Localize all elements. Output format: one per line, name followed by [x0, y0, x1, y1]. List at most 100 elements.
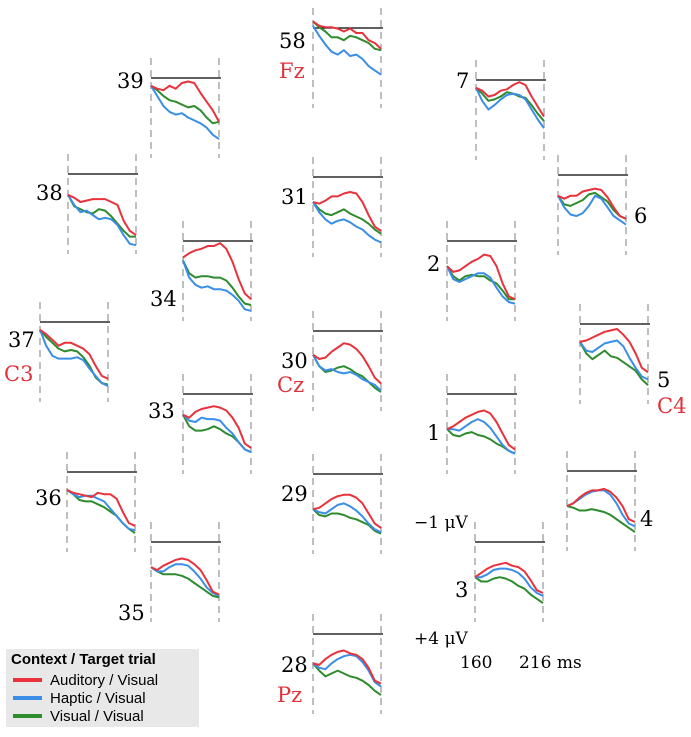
electrode-label-4: 4: [640, 507, 653, 531]
legend-item-haptic: Haptic / Visual: [13, 690, 146, 707]
scale-top-label: −1 μV: [414, 513, 469, 533]
trace-visual-1: [446, 428, 516, 455]
trace-haptic-1: [447, 418, 516, 455]
electrode-label-58: 58: [279, 29, 306, 53]
electrode-panel-31: 31: [281, 157, 383, 257]
trace-visual-29: [312, 508, 382, 535]
trace-haptic-58: [312, 25, 382, 76]
legend-item-visual: Visual / Visual: [13, 708, 144, 725]
trace-haptic-5: [579, 339, 649, 381]
trace-auditory-4: [566, 487, 636, 523]
trace-haptic-38: [67, 194, 137, 247]
electrode-label-35: 35: [118, 601, 145, 625]
electrode-panel-38: 38: [36, 154, 138, 254]
electrode-panel-36: 36: [35, 452, 137, 552]
electrode-panel-6: 6: [557, 155, 647, 255]
trace-visual-38: [67, 194, 136, 238]
electrode-label-33: 33: [148, 399, 175, 423]
electrode-panel-35: 35: [118, 522, 221, 625]
trace-haptic-7: [475, 87, 545, 129]
legend-title: Context / Target trial: [11, 651, 156, 668]
electrode-panel-3: 3: [455, 522, 545, 622]
legend-label-visual: Visual / Visual: [50, 708, 144, 725]
trace-auditory-30: [312, 342, 382, 385]
trace-haptic-30: [312, 354, 382, 392]
electrode-panel-29: 29: [281, 454, 383, 554]
trace-auditory-33: [182, 405, 252, 449]
trace-auditory-35: [150, 557, 220, 596]
scale-time-start-label: 160: [460, 653, 492, 673]
region-label-pz: Pz: [277, 683, 302, 707]
trace-auditory-36: [66, 488, 136, 527]
trace-visual-31: [312, 201, 382, 235]
electrode-label-6: 6: [634, 204, 647, 228]
electrode-panel-7: 7: [456, 60, 546, 160]
electrode-label-29: 29: [281, 482, 308, 506]
electrode-label-7: 7: [456, 69, 469, 93]
trace-visual-28: [312, 662, 382, 696]
electrode-panel-39: 39: [117, 58, 221, 158]
trace-visual-5: [579, 341, 649, 386]
electrode-label-34: 34: [150, 287, 177, 311]
trace-auditory-29: [312, 493, 382, 529]
trace-visual-35: [150, 566, 220, 599]
trace-auditory-2: [446, 253, 516, 301]
trace-auditory-28: [312, 649, 382, 685]
trace-auditory-38: [67, 193, 137, 236]
electrode-label-36: 36: [35, 486, 62, 510]
electrode-panel-5: 5C4: [579, 304, 686, 418]
electrode-panel-34: 34: [150, 221, 253, 321]
trace-visual-58: [312, 20, 382, 52]
scale-time-end-label: 216 ms: [519, 653, 582, 673]
region-label-c4: C4: [657, 394, 686, 418]
legend-item-auditory: Auditory / Visual: [13, 672, 158, 689]
electrode-label-5: 5: [657, 368, 670, 392]
trace-auditory-6: [557, 187, 627, 220]
electrode-label-38: 38: [36, 181, 63, 205]
trace-auditory-34: [182, 242, 252, 300]
electrode-label-28: 28: [281, 653, 308, 677]
legend-label-auditory: Auditory / Visual: [50, 672, 158, 689]
region-label-c3: C3: [4, 362, 33, 386]
trace-haptic-39: [150, 85, 220, 140]
electrode-label-1: 1: [427, 421, 440, 445]
trace-auditory-1: [446, 409, 516, 451]
trace-haptic-34: [182, 260, 252, 312]
trace-visual-4: [566, 505, 636, 533]
scale-bottom-label: +4 μV: [414, 629, 469, 649]
trace-haptic-29: [312, 502, 382, 534]
trace-visual-3: [474, 576, 544, 604]
trace-haptic-33: [182, 414, 252, 454]
trace-auditory-58: [312, 20, 382, 50]
trace-auditory-37: [39, 328, 109, 380]
trace-visual-34: [182, 259, 252, 306]
region-label-cz: Cz: [277, 373, 304, 397]
trace-auditory-3: [474, 561, 544, 594]
trace-visual-6: [557, 191, 627, 220]
trace-auditory-31: [312, 191, 382, 232]
trace-haptic-28: [312, 653, 382, 688]
electrode-panel-2: 2: [427, 221, 517, 321]
legend-label-haptic: Haptic / Visual: [50, 690, 146, 707]
electrode-label-30: 30: [281, 349, 308, 373]
trace-haptic-31: [312, 201, 382, 244]
electrode-panel-4: 4: [566, 451, 653, 551]
trace-auditory-7: [475, 81, 545, 118]
trace-auditory-39: [150, 80, 220, 123]
trace-haptic-36: [66, 489, 136, 532]
trace-visual-2: [446, 265, 515, 301]
electrode-label-31: 31: [281, 185, 308, 209]
trace-haptic-35: [150, 563, 220, 597]
region-label-fz: Fz: [279, 59, 305, 83]
trace-haptic-2: [446, 265, 516, 305]
electrode-panel-28: 28 Pz: [277, 614, 383, 714]
electrode-label-3: 3: [455, 578, 468, 602]
electrode-panel-58: 58 Fz: [279, 8, 383, 108]
trace-haptic-3: [475, 567, 544, 597]
legend: Context / Target trial Auditory / Visual…: [6, 649, 199, 727]
electrode-label-37: 37: [8, 328, 35, 352]
